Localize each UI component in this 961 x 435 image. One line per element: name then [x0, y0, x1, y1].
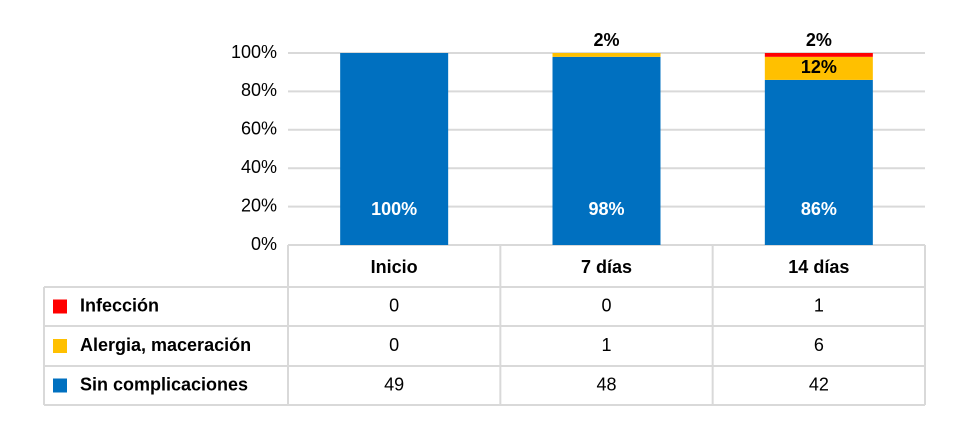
table-cell: 1 — [601, 335, 611, 355]
bar-segment — [764, 53, 873, 57]
x-tick-label: 14 días — [788, 257, 849, 277]
table-cell: 6 — [814, 335, 824, 355]
table-cell: 42 — [809, 374, 829, 394]
table-cell: 0 — [389, 335, 399, 355]
legend-label: Infección — [80, 295, 159, 315]
y-tick-label: 100% — [231, 42, 277, 62]
data-label: 86% — [801, 199, 837, 219]
table-cell: 49 — [384, 374, 404, 394]
data-label: 2% — [593, 30, 619, 50]
y-tick-label: 80% — [241, 80, 277, 100]
x-tick-label: 7 días — [581, 257, 632, 277]
data-label: 12% — [801, 57, 837, 77]
data-label: 98% — [588, 199, 624, 219]
y-tick-label: 60% — [241, 119, 277, 139]
legend-swatch — [53, 299, 67, 314]
y-tick-label: 20% — [241, 195, 277, 215]
y-tick-label: 0% — [251, 234, 277, 254]
table-cell: 1 — [814, 295, 824, 315]
legend-swatch — [53, 339, 67, 353]
legend-label: Sin complicaciones — [80, 374, 248, 394]
table-cell: 48 — [596, 374, 616, 394]
x-tick-label: Inicio — [371, 257, 418, 277]
legend-label: Alergia, maceración — [80, 335, 251, 355]
data-label: 100% — [371, 199, 417, 219]
bar-segment — [552, 53, 661, 57]
table-cell: 0 — [389, 295, 399, 315]
table-cell: 0 — [601, 295, 611, 315]
bar-segment — [552, 56, 661, 246]
legend-swatch — [53, 378, 67, 393]
data-label: 2% — [806, 30, 832, 50]
bar-segment — [340, 53, 449, 245]
y-tick-label: 40% — [241, 157, 277, 177]
bar-segment — [764, 79, 873, 245]
bar-segment — [764, 56, 873, 80]
